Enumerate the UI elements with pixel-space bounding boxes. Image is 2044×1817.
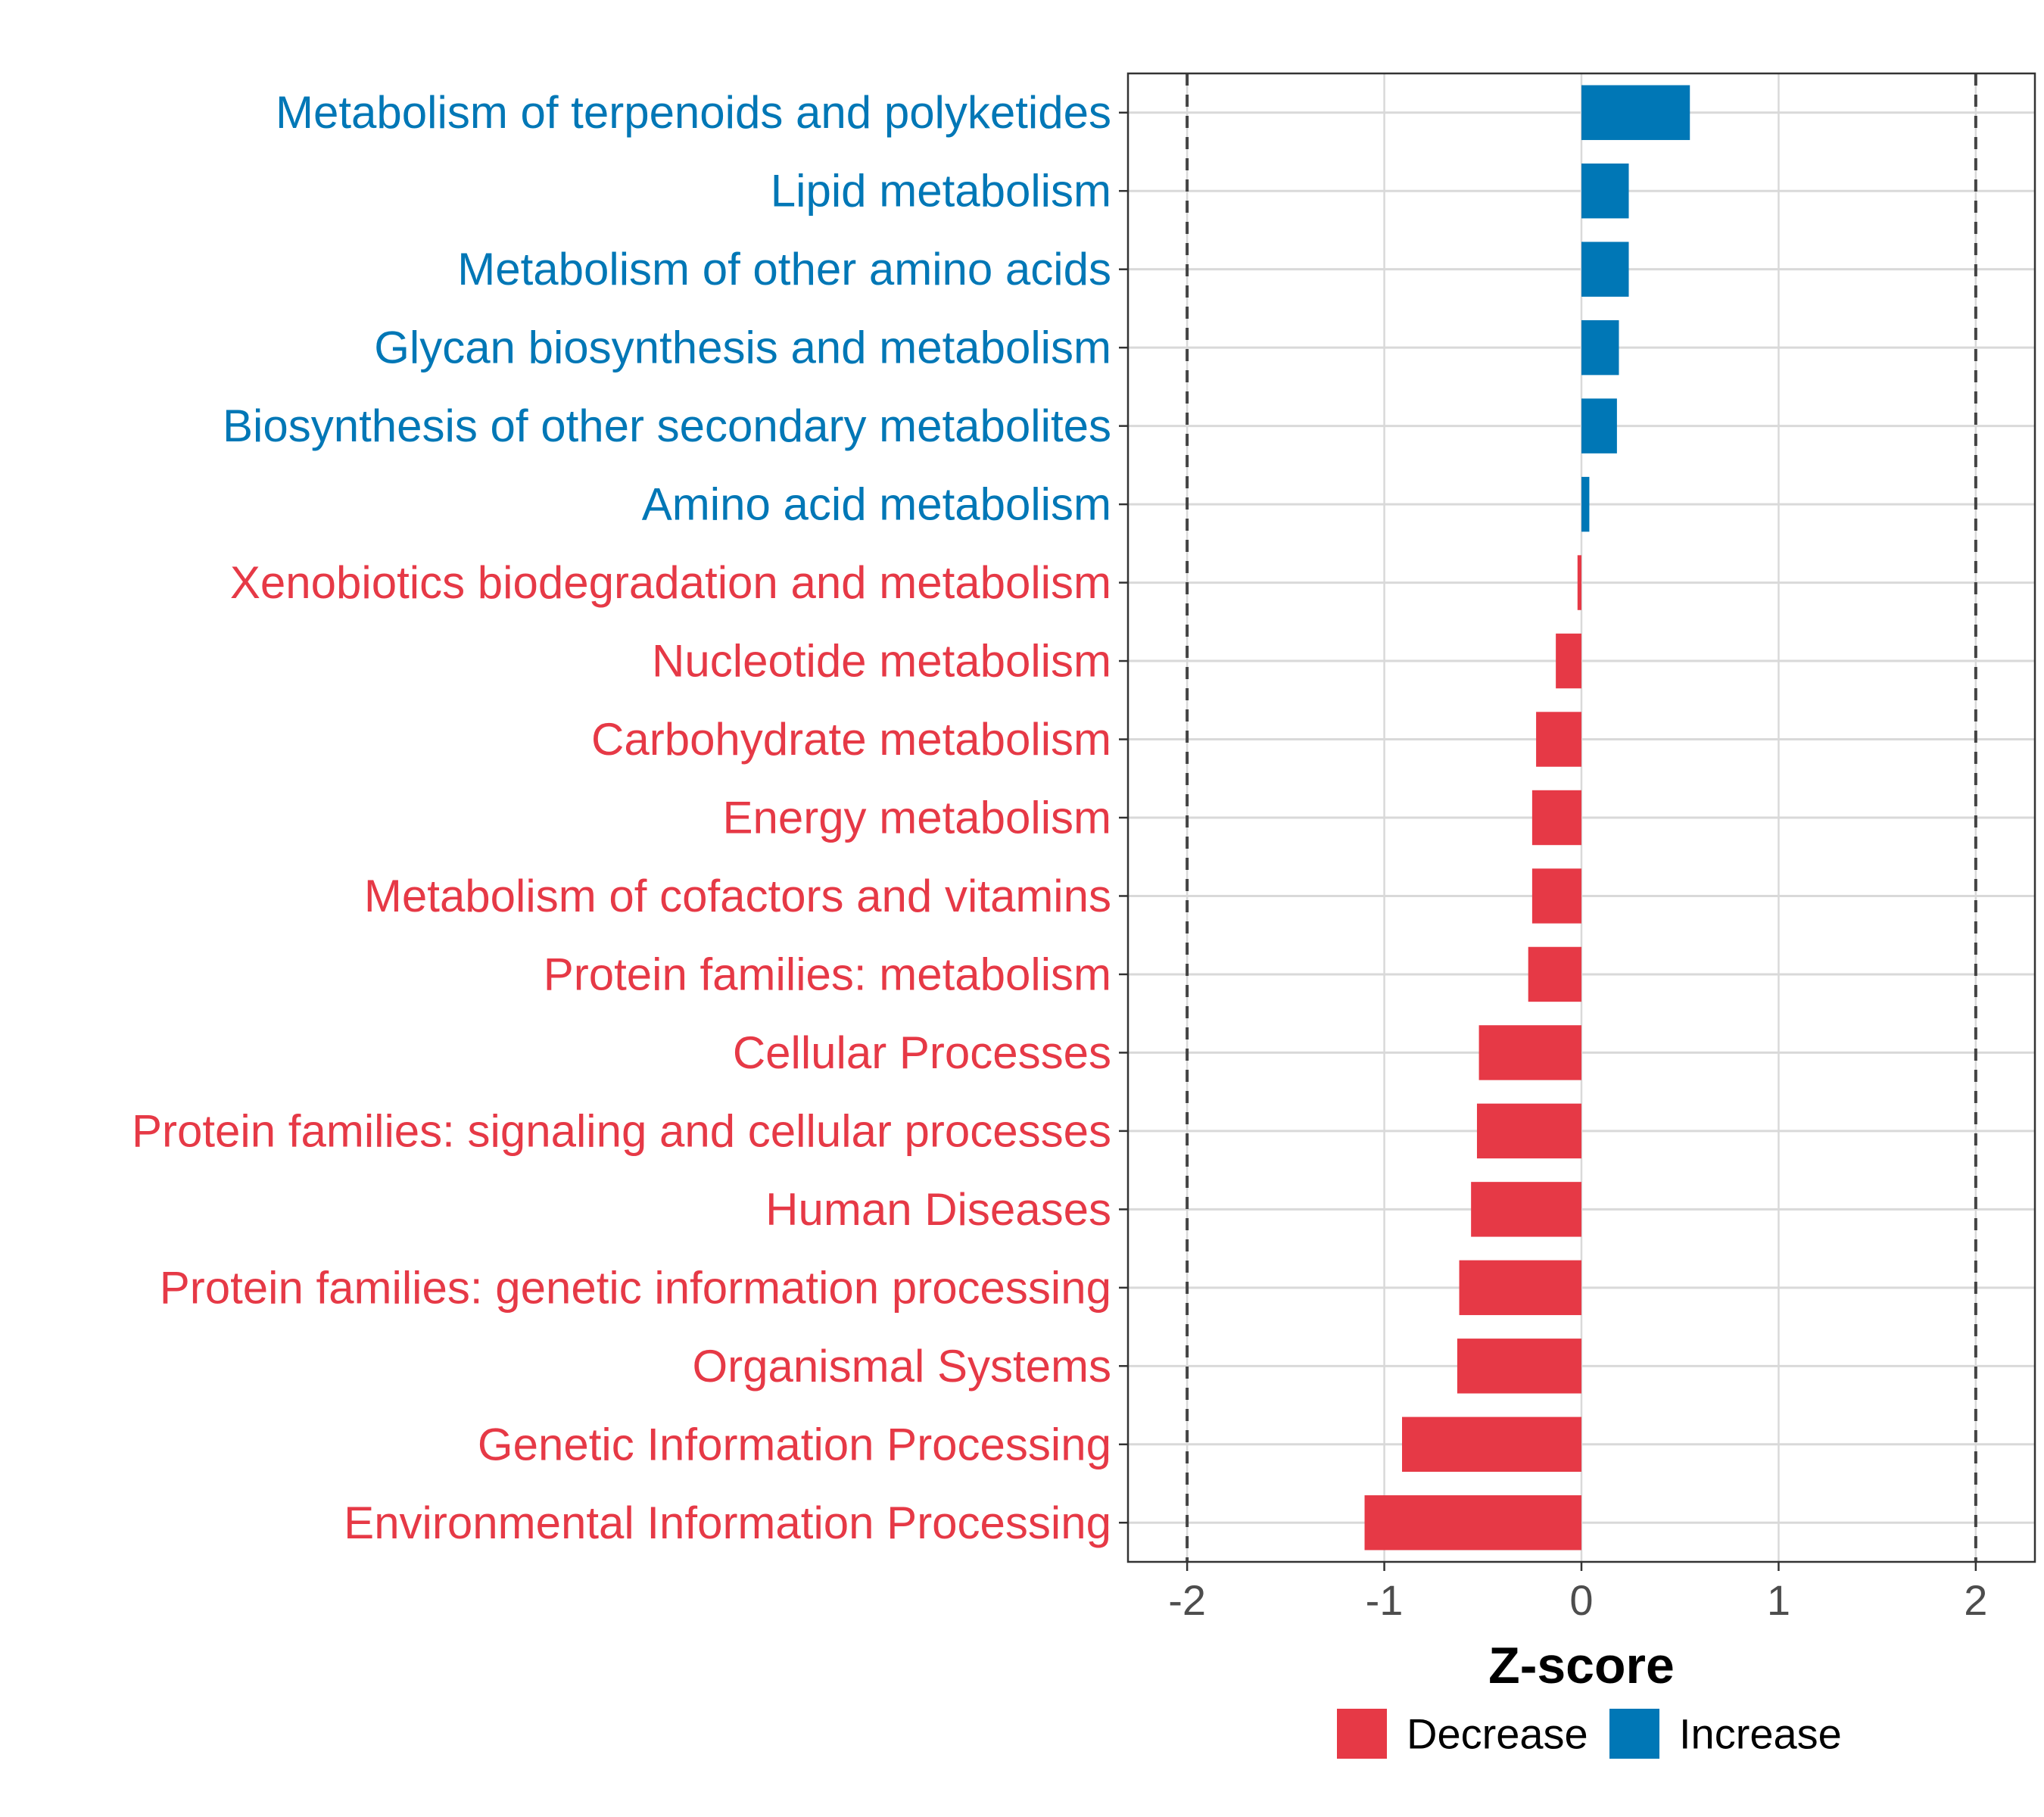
bar: [1581, 163, 1629, 219]
bar: [1581, 242, 1629, 297]
bar: [1556, 633, 1581, 689]
bar: [1478, 1025, 1581, 1080]
category-label: Metabolism of other amino acids: [457, 244, 1111, 295]
x-tick-label: 2: [1964, 1576, 1987, 1624]
category-label: Genetic Information Processing: [478, 1419, 1111, 1469]
bar: [1364, 1495, 1581, 1551]
legend-swatch: [1609, 1709, 1659, 1759]
bar: [1531, 868, 1581, 924]
bars: [1364, 85, 1690, 1551]
bar: [1476, 1103, 1581, 1159]
x-axis-ticks: -2 -1 0 1 2: [1168, 1562, 1987, 1624]
category-label: Biosynthesis of other secondary metaboli…: [223, 400, 1111, 451]
x-axis-title: Z-score: [1488, 1637, 1675, 1694]
category-label: Environmental Information Processing: [344, 1498, 1111, 1548]
bar: [1581, 319, 1619, 376]
category-label: Xenobiotics biodegradation and metabolis…: [230, 557, 1111, 608]
category-label: Cellular Processes: [733, 1027, 1111, 1078]
category-label: Protein families: genetic information pr…: [160, 1262, 1111, 1313]
x-tick-label: 1: [1767, 1576, 1790, 1624]
bar: [1581, 476, 1590, 532]
category-label: Protein families: metabolism: [544, 949, 1111, 999]
legend-label: Decrease: [1407, 1710, 1588, 1758]
category-label: Energy metabolism: [722, 793, 1111, 843]
x-tick-label: 0: [1569, 1576, 1593, 1624]
bar: [1459, 1260, 1581, 1316]
bar: [1536, 712, 1581, 767]
bar: [1471, 1182, 1581, 1237]
bar: [1577, 555, 1581, 610]
legend-swatch: [1337, 1709, 1387, 1759]
bar: [1457, 1339, 1581, 1394]
category-label: Organismal Systems: [693, 1341, 1111, 1392]
category-label: Amino acid metabolism: [642, 479, 1111, 530]
bar: [1581, 398, 1617, 453]
category-label: Protein families: signaling and cellular…: [132, 1105, 1111, 1156]
category-label: Metabolism of cofactors and vitamins: [364, 871, 1111, 921]
category-labels: Metabolism of terpenoids and polyketides…: [132, 87, 1111, 1548]
y-axis-ticks: [1119, 111, 1128, 1524]
legend-label: Increase: [1679, 1710, 1842, 1758]
category-label: Lipid metabolism: [771, 166, 1111, 217]
bar: [1531, 790, 1581, 846]
bar: [1581, 85, 1690, 140]
x-tick-label: -2: [1168, 1576, 1206, 1624]
reference-lines: [1186, 73, 1977, 1562]
category-label: Metabolism of terpenoids and polyketides: [276, 87, 1111, 138]
category-label: Human Diseases: [765, 1184, 1111, 1235]
category-label: Nucleotide metabolism: [652, 636, 1111, 687]
bar: [1528, 946, 1581, 1002]
category-label: Carbohydrate metabolism: [591, 714, 1111, 765]
x-tick-label: -1: [1366, 1576, 1404, 1624]
legend: Decrease Increase: [1337, 1709, 1842, 1759]
bar: [1402, 1417, 1581, 1473]
category-label: Glycan biosynthesis and metabolism: [374, 323, 1111, 373]
